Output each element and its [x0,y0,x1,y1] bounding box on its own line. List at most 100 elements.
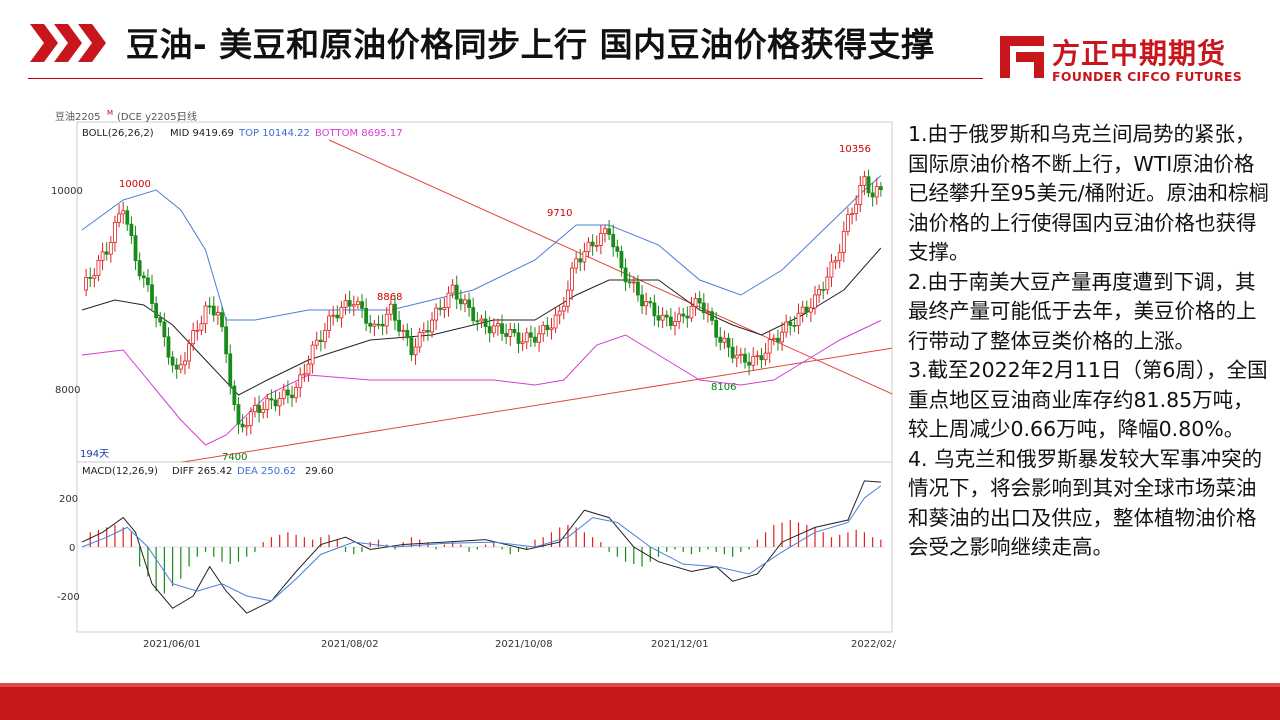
candle-body [800,306,805,314]
candle-body [841,230,846,253]
candle-body [302,373,307,376]
candle-body [500,323,504,334]
candle-body [426,329,430,333]
candle-body [327,315,331,331]
candle-body [372,323,377,327]
candle-body [343,300,348,308]
candle-body [594,245,599,247]
candle-body [586,241,591,253]
candle-body [808,307,813,313]
candle-body [829,261,834,278]
candle-body [174,364,179,370]
candle-body [96,259,101,276]
candle-body [318,339,323,343]
candle-body [524,332,529,343]
candle-body [821,289,826,291]
candle-body [652,302,657,317]
candle-body [582,251,587,263]
candle-body [833,260,838,263]
candle-body [607,228,611,235]
x-tick-5: 2022/02/ [851,639,897,650]
candle-body [248,411,253,426]
candle-body [479,318,484,322]
candle-body [644,301,649,307]
x-tick-1: 2021/06/01 [143,639,201,650]
x-tick-2: 2021/08/02 [321,639,379,650]
candle-body [780,331,784,343]
candle-body [438,307,443,310]
candle-body [738,353,743,356]
candle-body [409,337,414,356]
candle-body [878,186,883,190]
candle-body [755,355,760,358]
price-panel-frame [76,121,893,463]
candle-body [487,326,492,334]
candle-body [351,304,356,307]
candle-body [636,281,640,296]
annotation-8868: 8868 [377,292,402,303]
macd-panel-frame [76,461,893,633]
candle-body [792,324,797,327]
candle-body [211,305,216,316]
candle-body [710,311,714,321]
candle-body [335,314,340,319]
candle-body [236,404,241,425]
annotation-10356: 10356 [839,144,871,155]
candle-body [528,332,533,338]
candle-body [751,356,756,366]
candle-body [331,314,336,317]
candle-body [846,214,850,232]
candle-body [401,329,406,332]
candle-body [150,284,154,304]
candle-body [121,210,126,215]
candle-body [640,294,644,307]
candle-body [277,398,282,407]
candle-body [648,301,653,304]
boll-top-label: TOP 10144.22 [238,128,310,139]
candle-body [183,360,187,366]
x-tick-3: 2021/10/08 [495,639,553,650]
candle-body [689,305,694,319]
candle-body [718,336,723,343]
candle-body [681,313,686,317]
candle-body [347,300,352,307]
candle-body [701,302,706,314]
candle-body [685,315,690,319]
candle-body [269,398,274,401]
logo-mark-icon [1000,36,1044,78]
candle-body [743,353,747,363]
candle-body [137,260,142,277]
commentary-point-1: 1.由于俄罗斯和乌克兰间局势的紧张，国际原油价格不断上行，WTI原油价格已经攀升… [908,122,1269,264]
candle-body [125,210,130,225]
footer-bar [0,683,1280,720]
annotation-9710: 9710 [547,208,572,219]
candle-body [232,385,237,405]
candle-body [788,321,793,326]
candle-body [290,394,294,399]
candle-body [285,389,290,396]
candle-body [656,315,661,321]
candle-body [442,307,447,310]
candle-body [454,284,459,300]
candle-body [162,321,167,338]
candle-body [405,329,410,339]
macd-label: MACD(12,26,9) [82,466,158,477]
trendline-resistance [328,139,892,395]
footer-stripe [0,683,1280,687]
candle-body [323,329,327,343]
candle-body [549,327,554,331]
candle-body [281,389,286,399]
logo-name-cn: 方正中期期货 [1052,37,1227,70]
candle-body [108,242,113,255]
candle-body [874,186,879,198]
candle-body [421,329,426,333]
macd-diff-label: DIFF 265.42 [172,466,232,477]
candle-body [706,311,710,314]
candle-body [129,223,134,237]
candle-body [224,326,229,355]
boll-label: BOLL(26,26,2) [82,128,154,139]
candle-body [697,298,702,304]
exchange-label: (DCE y2205) [117,112,180,123]
candle-body [265,398,270,410]
boll-top-line [81,175,882,321]
